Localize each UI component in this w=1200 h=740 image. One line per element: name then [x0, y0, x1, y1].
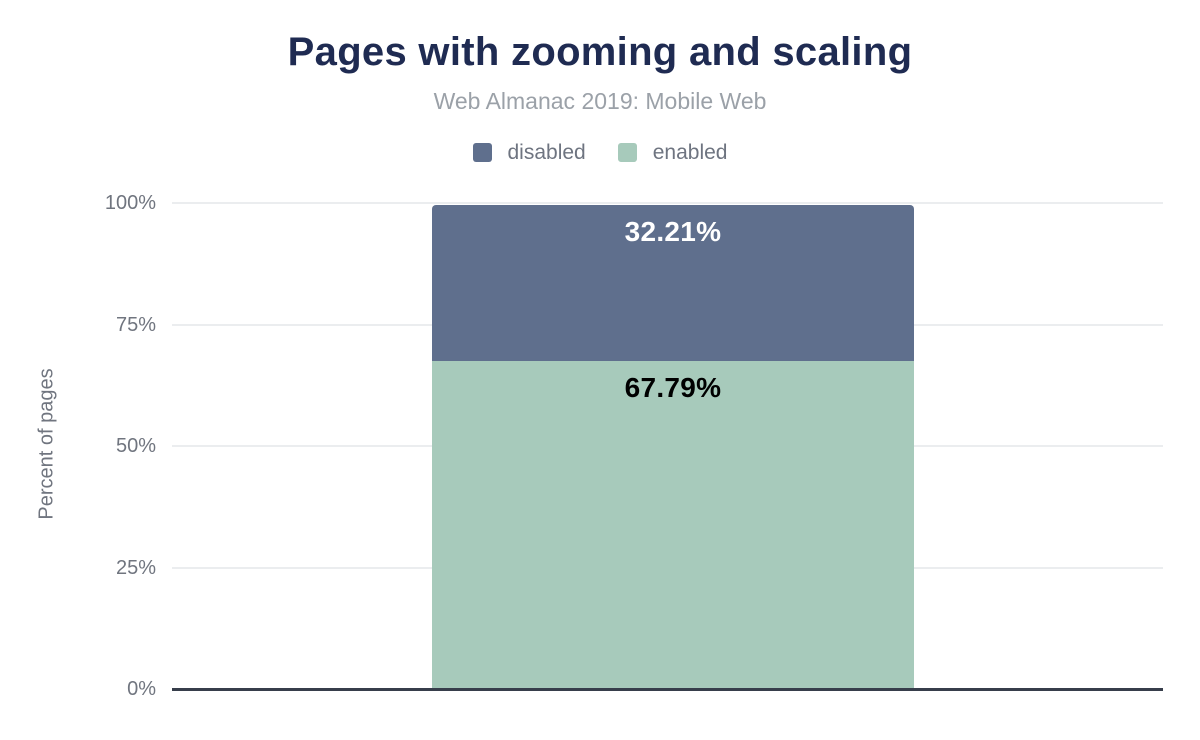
gridline-100 — [172, 202, 1163, 204]
y-tick-label-25: 25% — [115, 556, 156, 579]
legend-item-disabled[interactable]: disabled — [472, 141, 586, 164]
legend-swatch-disabled — [472, 143, 492, 162]
bar-value-label-enabled: 67.79% — [624, 371, 722, 403]
legend-item-enabled[interactable]: enabled — [617, 141, 728, 164]
legend-swatch-enabled — [617, 143, 637, 162]
x-axis-baseline — [172, 688, 1163, 691]
y-tick-label-0: 0% — [127, 678, 156, 700]
bar-segment-enabled[interactable]: 67.79% — [432, 360, 914, 689]
chart-subtitle: Web Almanac 2019: Mobile Web — [433, 88, 767, 114]
legend-label: enabled — [652, 141, 728, 164]
stacked-bar[interactable]: 32.21% 67.79% — [432, 205, 914, 689]
bar-segment-disabled[interactable]: 32.21% — [432, 205, 914, 361]
y-axis-tick-labels: 0% 25% 50% 75% 100% — [0, 192, 156, 700]
plot-area: 32.21% 67.79% — [172, 202, 1163, 691]
y-tick-label-100: 100% — [104, 192, 156, 214]
legend-label: disabled — [507, 141, 586, 164]
chart-title: Pages with zooming and scaling — [287, 30, 913, 74]
bar-value-label-disabled: 32.21% — [624, 216, 722, 247]
y-tick-label-50: 50% — [115, 435, 156, 457]
legend: disabled enabled — [0, 142, 1200, 163]
y-tick-label-75: 75% — [115, 313, 156, 336]
